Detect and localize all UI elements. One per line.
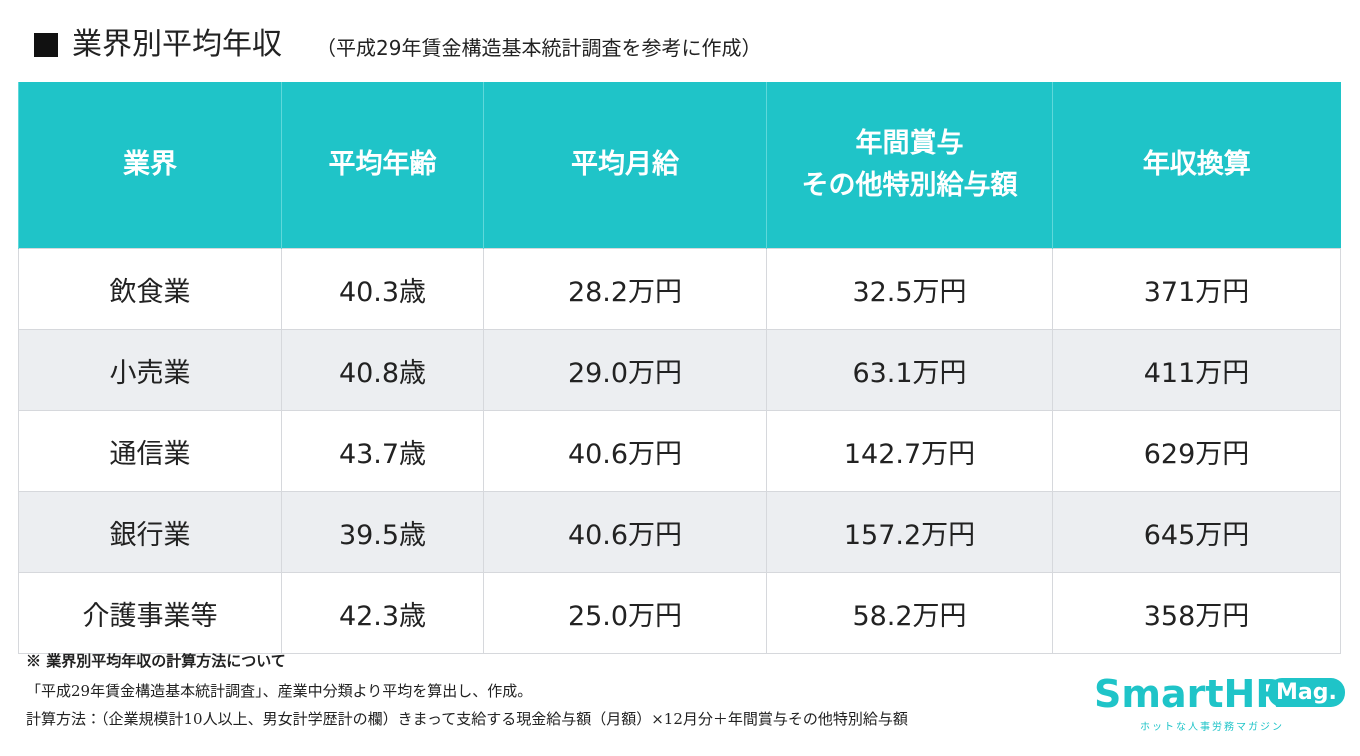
table-cell: 157.2万円 xyxy=(766,491,1053,573)
logo-badge: Mag. xyxy=(1268,678,1345,707)
table-cell: 介護事業等 xyxy=(18,572,282,654)
table-row: 小売業 40.8歳 29.0万円 63.1万円 411万円 xyxy=(18,329,1341,411)
column-header: 平均年齢 xyxy=(281,82,484,249)
table-cell: 銀行業 xyxy=(18,491,282,573)
logo-brand: SmartHR xyxy=(1094,672,1285,716)
table-cell: 29.0万円 xyxy=(483,329,767,411)
header-line: 年収換算 xyxy=(1142,149,1251,180)
table-body: 飲食業 40.3歳 28.2万円 32.5万円 371万円 小売業 40.8歳 29.0万円 6… xyxy=(18,248,1341,654)
column-header: 年間賞与その他特別給与額 xyxy=(766,82,1053,249)
table-cell: 142.7万円 xyxy=(766,410,1053,492)
table-cell: 58.2万円 xyxy=(766,572,1053,654)
table-cell: 40.6万円 xyxy=(483,491,767,573)
logo-tagline: ホットな人事労務マガジン xyxy=(1140,722,1284,733)
table-cell: 40.3歳 xyxy=(281,248,484,330)
subtitle: （平成29年賃金構造基本統計調査を参考に作成） xyxy=(316,36,762,60)
header-line: 年間賞与 xyxy=(855,128,964,159)
table-cell: 28.2万円 xyxy=(483,248,767,330)
table-cell: 25.0万円 xyxy=(483,572,767,654)
table-cell: 小売業 xyxy=(18,329,282,411)
note: ※ 業界別平均年収の計算方法について xyxy=(26,652,286,670)
header-line: その他特別給与額 xyxy=(801,170,1018,201)
header-line: 平均年齢 xyxy=(328,149,437,180)
table-cell: 411万円 xyxy=(1052,329,1341,411)
table-cell: 43.7歳 xyxy=(281,410,484,492)
column-header: 業界 xyxy=(18,82,282,249)
table-cell: 40.8歳 xyxy=(281,329,484,411)
note: 「平成29年賃金構造基本統計調査」、産業中分類より平均を算出し、作成。 xyxy=(26,682,533,700)
header-row: 業界 平均年齢 平均月給 年間賞与その他特別給与額 年収換算 xyxy=(18,82,1341,249)
table-cell: 40.6万円 xyxy=(483,410,767,492)
table-row: 通信業 43.7歳 40.6万円 142.7万円 629万円 xyxy=(18,410,1341,492)
table-cell: 通信業 xyxy=(18,410,282,492)
note: 計算方法：（企業規模計10人以上、男女計学歴計の欄）きまって支給する現金給与額（… xyxy=(26,710,908,728)
table-row: 介護事業等 42.3歳 25.0万円 58.2万円 358万円 xyxy=(18,572,1341,654)
table-cell: 629万円 xyxy=(1052,410,1341,492)
table-cell: 645万円 xyxy=(1052,491,1341,573)
table-cell: 371万円 xyxy=(1052,248,1341,330)
table-cell: 358万円 xyxy=(1052,572,1341,654)
table-cell: 飲食業 xyxy=(18,248,282,330)
table-cell: 63.1万円 xyxy=(766,329,1053,411)
header-line: 業界 xyxy=(123,149,177,180)
table-cell: 42.3歳 xyxy=(281,572,484,654)
title: 業界別平均年収 xyxy=(72,27,282,62)
table-row: 飲食業 40.3歳 28.2万円 32.5万円 371万円 xyxy=(18,248,1341,330)
column-header: 平均月給 xyxy=(483,82,767,249)
header-line: 平均月給 xyxy=(571,149,679,180)
column-header: 年収換算 xyxy=(1052,82,1341,249)
table-row: 銀行業 39.5歳 40.6万円 157.2万円 645万円 xyxy=(18,491,1341,573)
salary-table: 業界 平均年齢 平均月給 年間賞与その他特別給与額 年収換算 飲食業 40.3歳 28.2万… xyxy=(18,82,1341,654)
title-square xyxy=(34,33,58,57)
table-cell: 39.5歳 xyxy=(281,491,484,573)
table-cell: 32.5万円 xyxy=(766,248,1053,330)
